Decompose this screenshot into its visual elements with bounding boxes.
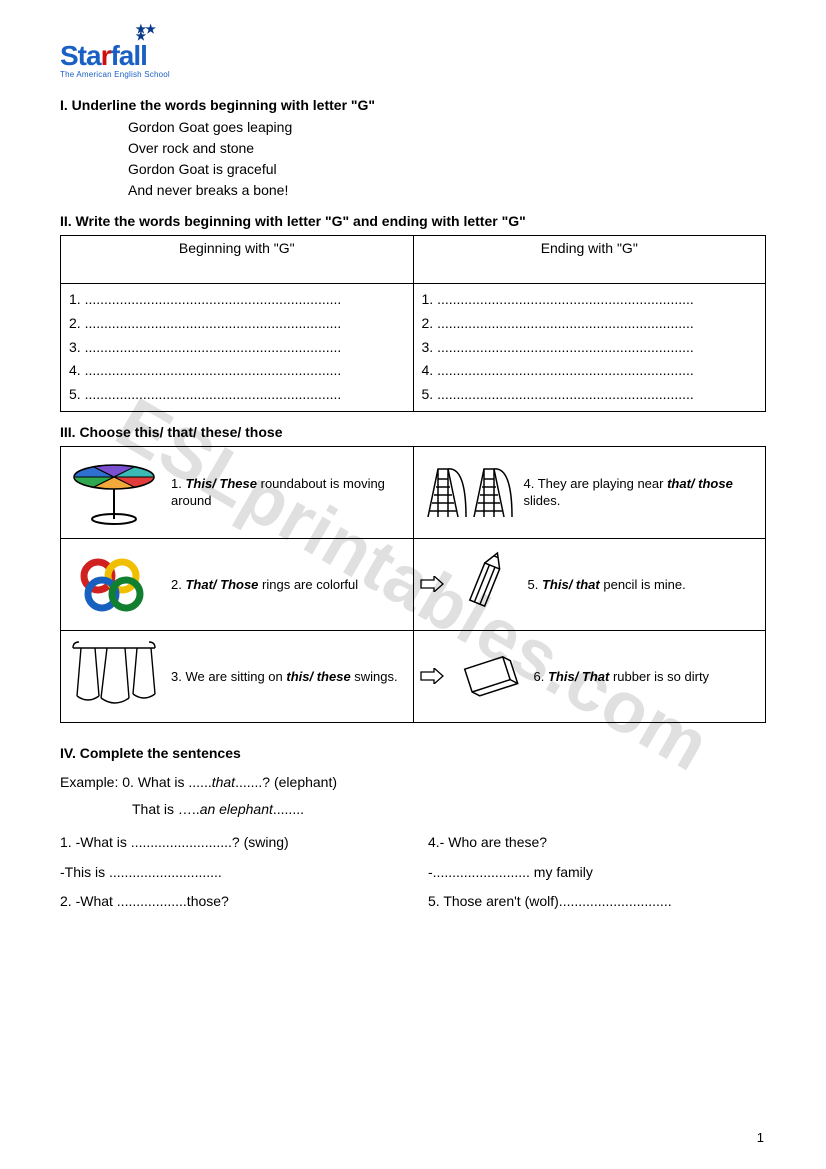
logo: Starfall ★★★ The American English School [60, 40, 766, 79]
roundabout-icon [67, 459, 161, 525]
poem: Gordon Goat goes leaping Over rock and s… [128, 117, 766, 201]
section4-title: IV. Complete the sentences [60, 745, 766, 761]
question-4: 4. They are playing near that/ those sli… [524, 475, 760, 510]
question-3: 3. We are sitting on this/ these swings. [171, 668, 398, 686]
fill-line[interactable]: -This is ............................. [60, 858, 398, 887]
table-row[interactable]: 1. .....................................… [69, 288, 405, 312]
arrow-right-icon [420, 668, 444, 684]
eraser-icon [454, 644, 524, 708]
table-row[interactable]: 5. .....................................… [422, 383, 758, 407]
fill-line[interactable]: -......................... my family [428, 858, 766, 887]
fill-line[interactable]: 4.- Who are these? [428, 828, 766, 857]
logo-tagline: The American English School [60, 70, 766, 79]
logo-wordmark: Starfall ★★★ [60, 40, 147, 72]
question-6: 6. This/ That rubber is so dirty [534, 668, 710, 686]
sec4-right-col: 4.- Who are these? -....................… [428, 828, 766, 916]
fill-line[interactable]: 1. -What is ..........................? … [60, 828, 398, 857]
sec4-left-col: 1. -What is ..........................? … [60, 828, 398, 916]
poem-line: Over rock and stone [128, 138, 766, 159]
picture-table: 1. This/ These roundabout is moving arou… [60, 446, 766, 723]
logo-part-2: fall [110, 40, 146, 71]
arrow-right-icon [420, 576, 444, 592]
swings-icon [67, 638, 161, 714]
example-line-2: That is …..an elephant........ [132, 796, 766, 823]
g-table-head-left: Beginning with "G" [61, 236, 414, 284]
table-row[interactable]: 3. .....................................… [422, 336, 758, 360]
table-row[interactable]: 1. .....................................… [422, 288, 758, 312]
table-row[interactable]: 3. .....................................… [69, 336, 405, 360]
poem-line: Gordon Goat goes leaping [128, 117, 766, 138]
logo-part-1: Sta [60, 40, 101, 71]
logo-part-r: r [101, 40, 111, 71]
slides-icon [420, 457, 514, 527]
table-row[interactable]: 4. .....................................… [69, 359, 405, 383]
fill-line[interactable]: 5. Those aren't (wolf)..................… [428, 887, 766, 916]
table-row[interactable]: 2. .....................................… [422, 312, 758, 336]
section2-title: II. Write the words beginning with lette… [60, 213, 766, 229]
g-table-head-right: Ending with "G" [413, 236, 766, 284]
question-5: 5. This/ that pencil is mine. [528, 576, 686, 594]
question-1: 1. This/ These roundabout is moving arou… [171, 475, 407, 510]
example-line-1: Example: 0. What is ......that.......? (… [60, 769, 766, 796]
fill-line[interactable]: 2. -What ..................those? [60, 887, 398, 916]
star-icon: ★★★ [135, 26, 155, 40]
table-row[interactable]: 5. .....................................… [69, 383, 405, 407]
rings-icon [67, 554, 161, 614]
section3-title: III. Choose this/ that/ these/ those [60, 424, 766, 440]
question-2: 2. That/ Those rings are colorful [171, 576, 358, 594]
section1-title: I. Underline the words beginning with le… [60, 97, 766, 113]
poem-line: And never breaks a bone! [128, 180, 766, 201]
page-number: 1 [757, 1130, 764, 1145]
g-words-table: Beginning with "G" Ending with "G" 1. ..… [60, 235, 766, 412]
pencil-icon [454, 549, 518, 619]
table-row[interactable]: 2. .....................................… [69, 312, 405, 336]
poem-line: Gordon Goat is graceful [128, 159, 766, 180]
table-row[interactable]: 4. .....................................… [422, 359, 758, 383]
